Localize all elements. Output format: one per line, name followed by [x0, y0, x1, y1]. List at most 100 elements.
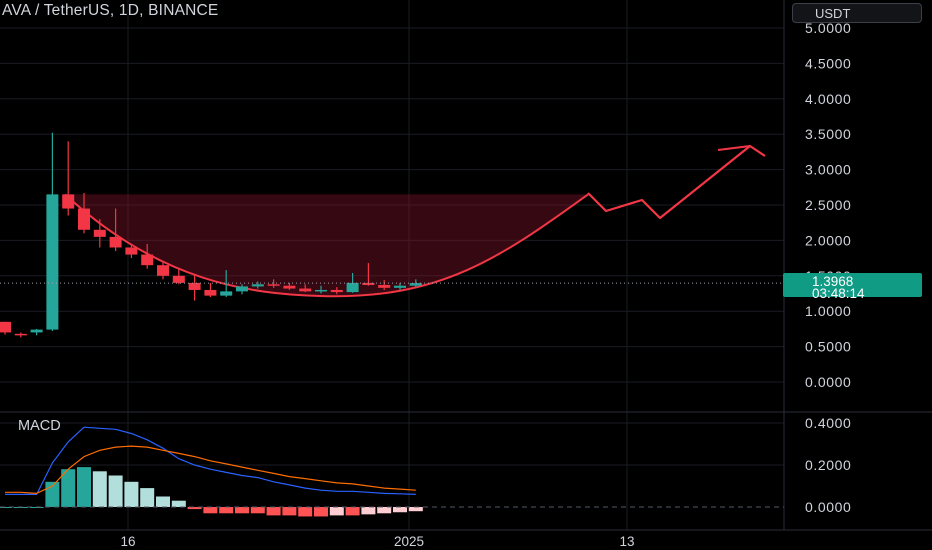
candle-body	[172, 275, 185, 283]
histogram-bar	[77, 467, 91, 507]
candle	[315, 285, 327, 294]
histogram-bar	[408, 507, 423, 512]
candle-body	[93, 229, 106, 237]
macd-line	[5, 426, 416, 495]
candle-body	[157, 265, 169, 276]
time-axis-label: 16	[120, 534, 135, 549]
price-axis-label: 1.0000	[805, 303, 851, 319]
macd-axis-label: 0.4000	[805, 415, 851, 431]
price-axis-label: 3.5000	[805, 126, 851, 142]
macd-axis[interactable]: 0.4000 0.2000 0.0000	[805, 415, 851, 515]
candle	[157, 261, 169, 280]
candle	[330, 287, 343, 295]
histogram-bar	[282, 507, 297, 516]
histogram-bar	[187, 507, 202, 510]
candle	[125, 243, 138, 259]
candle-body	[267, 284, 280, 286]
candle	[46, 132, 59, 332]
candlestick-series[interactable]	[0, 132, 422, 338]
candle-body	[362, 282, 375, 286]
candle	[378, 280, 391, 290]
histogram-bar	[92, 471, 107, 507]
projection-path-drawing[interactable]	[587, 144, 766, 220]
candle-body	[141, 254, 154, 266]
histogram-bar	[266, 507, 281, 516]
resistance-zone-fill	[65, 194, 588, 297]
candle	[141, 243, 154, 269]
candle	[93, 219, 106, 248]
candle-body	[204, 289, 217, 296]
histogram-bar	[314, 507, 328, 517]
candle	[362, 263, 375, 286]
time-axis[interactable]: 16 2025 13	[120, 534, 634, 549]
histogram-bar	[0, 507, 12, 508]
candle	[409, 279, 422, 288]
candle	[109, 208, 122, 252]
macd-histogram	[0, 467, 423, 517]
candle-body	[62, 194, 75, 209]
time-axis-label: 13	[619, 534, 634, 549]
price-axis[interactable]: 5.0000 4.5000 4.0000 3.5000 3.0000 2.5000 2.00…	[805, 20, 851, 390]
candle-body	[346, 282, 359, 293]
candle-body	[220, 291, 233, 296]
candle-body	[30, 329, 43, 333]
currency-button[interactable]: USDT	[792, 3, 922, 23]
candle	[78, 192, 90, 234]
histogram-bar	[156, 496, 170, 507]
candle-body	[409, 283, 422, 286]
histogram-bar	[219, 507, 234, 514]
price-axis-label: 2.5000	[805, 197, 851, 213]
candle-body	[125, 247, 138, 255]
histogram-bar	[140, 488, 155, 507]
candle	[394, 282, 406, 290]
price-axis-label: 4.0000	[805, 91, 851, 107]
candle-body	[109, 236, 122, 248]
histogram-bar	[377, 507, 392, 514]
time-axis-label: 2025	[394, 534, 424, 549]
candle	[0, 321, 11, 335]
histogram-bar	[61, 469, 76, 507]
candle	[267, 279, 280, 288]
macd-pane-label[interactable]: MACD	[18, 418, 61, 434]
price-axis-label: 0.5000	[805, 339, 851, 355]
candle-body	[46, 194, 59, 330]
candle	[299, 284, 312, 293]
histogram-bar	[250, 507, 265, 514]
price-axis-label: 2.0000	[805, 232, 851, 248]
projection-arrow-stroke	[717, 145, 751, 151]
candle	[251, 281, 264, 289]
histogram-bar	[329, 507, 344, 516]
candle	[236, 284, 248, 295]
candle-body	[236, 286, 248, 292]
candle	[220, 270, 233, 298]
histogram-bar	[345, 507, 360, 516]
current-price-tag: 1.3968 03:48:14	[783, 273, 922, 299]
price-axis-label: 3.0000	[805, 162, 851, 178]
candle-body	[283, 285, 296, 289]
resistance-zone-rectangle[interactable]	[65, 194, 588, 297]
candle-body	[0, 321, 11, 333]
histogram-bar	[235, 507, 249, 514]
candle	[30, 328, 43, 336]
histogram-bar	[298, 507, 313, 517]
price-axis-label: 0.0000	[805, 374, 851, 390]
candle-body	[330, 289, 343, 293]
candle-body	[315, 289, 327, 292]
histogram-bar	[108, 475, 123, 507]
candle-body	[394, 285, 406, 288]
candle-body	[188, 282, 201, 290]
macd-axis-label: 0.2000	[805, 457, 851, 473]
current-price-value: 1.3968	[812, 274, 854, 289]
candle-body	[78, 208, 90, 230]
macd-axis-label: 0.0000	[805, 499, 851, 515]
candle-body	[251, 284, 264, 287]
price-axis-label: 5.0000	[805, 20, 851, 36]
candle-body	[14, 333, 27, 336]
histogram-bar	[361, 507, 376, 515]
candle	[204, 282, 217, 298]
histogram-bar	[124, 481, 139, 507]
candle-body	[299, 288, 312, 292]
histogram-bar	[203, 507, 218, 514]
symbol-title[interactable]: AVA / TetherUS, 1D, BINANCE	[2, 2, 219, 19]
